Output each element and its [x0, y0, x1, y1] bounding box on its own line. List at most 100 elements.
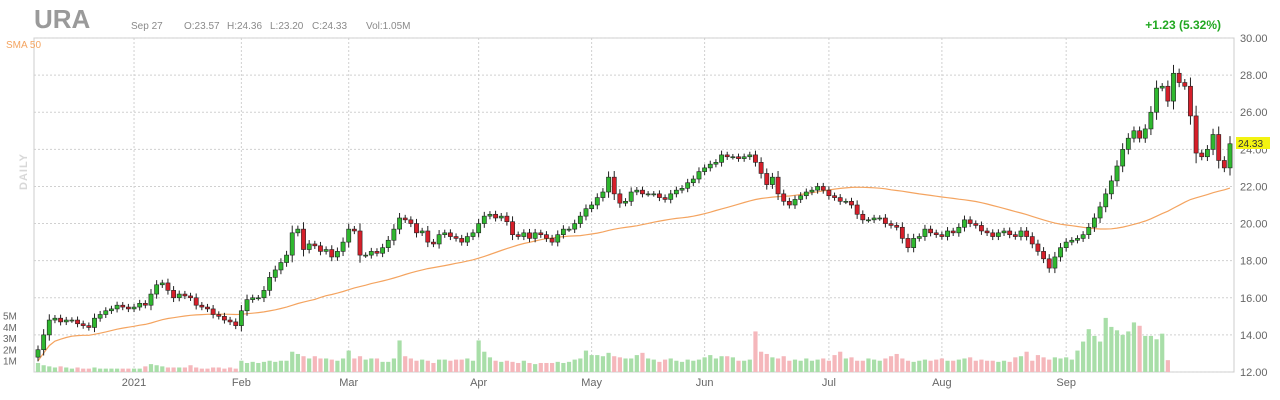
candle-body [250, 297, 256, 300]
volume-bar [35, 362, 41, 372]
volume-bar [363, 359, 368, 372]
candlestick [916, 233, 922, 242]
volume-bar [403, 356, 408, 372]
volume-bar [1018, 356, 1024, 372]
volume-bar [691, 360, 696, 372]
candle-body [933, 232, 939, 235]
volume-bar [482, 351, 487, 372]
candlestick [939, 231, 945, 240]
candlestick [724, 151, 730, 160]
candle-body [577, 215, 583, 224]
candlestick [1165, 80, 1171, 107]
candlestick [1193, 105, 1199, 164]
candlestick [1046, 254, 1052, 273]
candle-body [871, 217, 877, 221]
volume-bar [177, 367, 182, 372]
candle-body [911, 238, 917, 248]
candle-body [1092, 217, 1097, 228]
volume-bar [408, 358, 413, 372]
candlestick [1080, 231, 1086, 242]
candlestick [820, 182, 826, 194]
volume-bar [1030, 360, 1035, 372]
candle-body [210, 308, 216, 315]
volume-bar [804, 358, 809, 372]
volume-bar [465, 358, 470, 372]
candlestick [781, 189, 787, 206]
volume-bar [41, 365, 46, 372]
candlestick [962, 215, 967, 232]
candlestick [295, 225, 301, 237]
candlestick [436, 230, 442, 249]
volume-bar [544, 362, 549, 372]
volume-bar [380, 361, 385, 372]
candlestick [346, 223, 352, 248]
candlestick [634, 187, 640, 196]
candle-body [928, 228, 933, 234]
volume-bar [335, 360, 340, 372]
candlestick [786, 197, 792, 209]
candlestick [1182, 79, 1188, 90]
volume-bar [900, 358, 905, 372]
candlestick [521, 229, 527, 241]
candle-body [916, 236, 922, 239]
volume-bar [702, 357, 707, 372]
header-date: Sep 27 [131, 21, 163, 32]
volume-bar [600, 356, 606, 372]
candle-body [707, 163, 713, 169]
candle-body [397, 217, 402, 230]
y-tick-label: 14.00 [1240, 330, 1268, 342]
candlestick [899, 222, 905, 244]
candlestick [866, 217, 871, 223]
x-tick-label: Jul [822, 377, 836, 389]
candlestick [922, 224, 928, 241]
volume-bar [137, 368, 142, 372]
candle-body [1182, 82, 1188, 87]
candlestick [1205, 145, 1210, 162]
volume-bar [968, 357, 973, 372]
volume-bar [47, 366, 52, 372]
x-tick-label: Apr [470, 377, 487, 389]
volume-bar [640, 352, 645, 372]
volume-bar [679, 361, 685, 372]
y-tick-label: 16.00 [1240, 293, 1268, 305]
volume-bar [98, 368, 103, 372]
candlestick [832, 192, 837, 201]
candlestick [447, 229, 453, 241]
candlestick [928, 225, 933, 237]
volume-bar [470, 360, 476, 372]
candlestick [560, 225, 566, 239]
header-volume: Vol:1.05M [366, 21, 410, 32]
candle-body [690, 178, 696, 184]
volume-bar [566, 361, 572, 372]
candle-body [120, 304, 126, 308]
candlestick [1120, 143, 1126, 173]
volume-bar [425, 360, 430, 372]
header-close: C:24.33 [312, 21, 347, 32]
volume-bar [397, 340, 402, 372]
candlestick [1024, 227, 1030, 241]
candlestick [205, 303, 210, 313]
volume-bar [527, 362, 532, 372]
candlestick [1154, 80, 1159, 120]
candlestick [854, 200, 860, 219]
volume-bar [194, 367, 199, 372]
candlestick [142, 300, 148, 309]
candle-body [730, 156, 736, 159]
candlestick [442, 229, 448, 238]
candlestick [645, 191, 651, 197]
candle-body [628, 191, 634, 202]
candle-body [222, 316, 227, 321]
candlestick [945, 227, 950, 241]
volume-bar [154, 365, 159, 372]
candlestick [323, 246, 329, 255]
volume-bar [1103, 317, 1108, 372]
volume-bar [1069, 359, 1074, 372]
candlestick [75, 316, 80, 328]
candle-body [380, 247, 386, 254]
candlestick [685, 178, 691, 193]
candle-body [696, 171, 702, 180]
volume-bar [617, 357, 622, 372]
candle-body [775, 176, 781, 195]
candle-body [1012, 234, 1018, 237]
